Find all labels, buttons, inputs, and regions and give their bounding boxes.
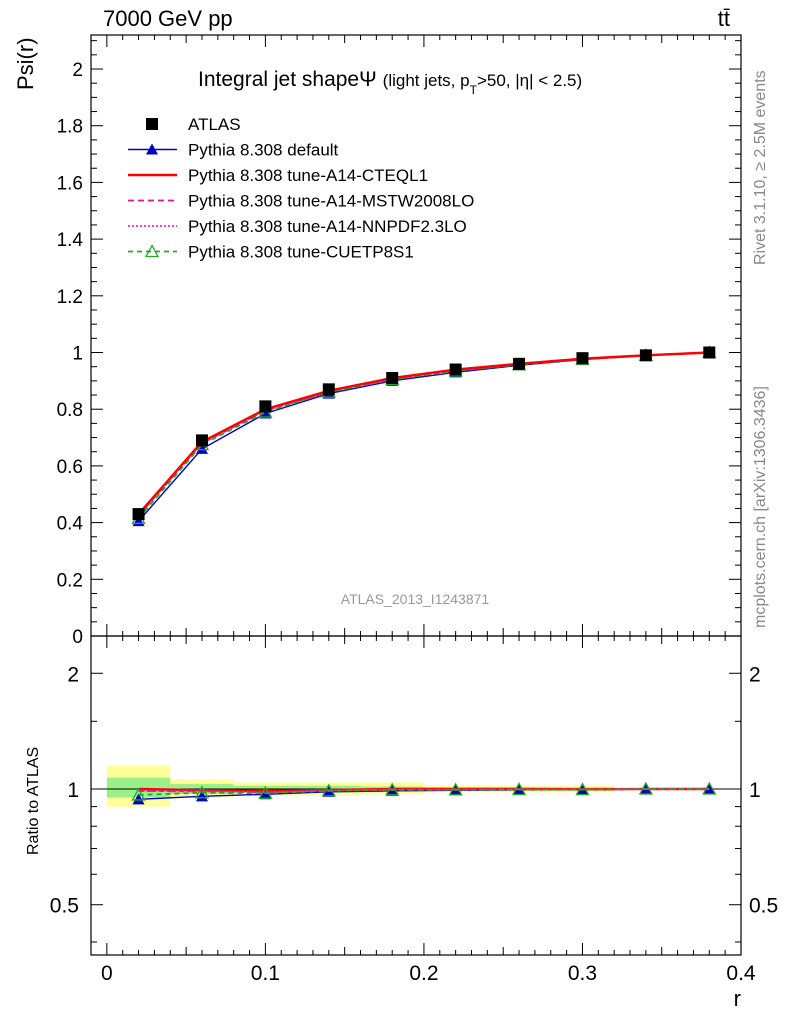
ratio-data-point [194,785,210,799]
ratio-data-point [131,787,146,801]
series-line [137,351,710,515]
series-pythia-8-308-tune-a14-cteql1 [137,351,710,515]
legend: ATLAS Pythia 8.308 default Pythia 8.308 tu… [128,115,474,262]
legend-label: Pythia 8.308 tune-A14-NNPDF2.3LO [188,217,467,236]
ratio-series-pythia-8-308-tune-cuetp8s1 [131,781,717,801]
ratio-data-point [511,782,527,796]
final-state-label: tt̄ [717,6,730,31]
data-point [195,434,208,447]
main-axes: 0 0.2 0.4 0.6 0.8 1 1.2 1.4 1.6 1.8 2 [57,35,742,648]
x-tick-label: 0.2 [409,962,438,985]
title-text: Integral jet shape [198,68,359,91]
x-tick-label: 0.1 [251,962,280,985]
ratio-series [131,781,717,805]
ratio-data-point [385,782,400,796]
ratio-y-tick-label: 2 [67,663,79,686]
title-subtitle: (light jets, p [383,71,470,90]
main-y-axis-label: Psi(r) [13,37,38,90]
data-point [449,363,462,376]
y-tick-label: 1 [72,344,83,365]
main-title: Integral jet shapeΨ (light jets, pT>50, |… [198,68,582,97]
process-label: 7000 GeV pp [103,6,233,31]
ratio-y-tick-label: 1 [67,779,79,802]
ratio-series-line [138,788,710,794]
side-labels: Rivet 3.1.10, ≥ 2.5M events mcplots.cern… [752,70,769,628]
x-tick-label: 0.3 [568,962,597,985]
y-tick-label: 0.2 [57,570,83,591]
ratio-y-axis-label: Ratio to ATLAS [25,747,42,855]
data-point [322,383,335,396]
ratio-data-point [702,781,717,795]
data-point [639,349,652,362]
ratio-data-point [638,781,653,795]
data-point [259,407,272,419]
ratio-y-tick-label: 0.5 [50,895,79,918]
ratio-data-point [448,782,463,796]
ratio-y-tick-label-right: 2 [749,663,761,686]
title-subtitle-end: >50, |η| < 2.5) [477,71,582,90]
x-tick-label: 0.4 [726,962,756,985]
analysis-id: ATLAS_2013_I1243871 [341,591,490,607]
y-tick-label: 0.8 [57,400,83,421]
legend-marker [146,118,158,130]
ratio-data-point [132,793,145,805]
legend-label: Pythia 8.308 tune-CUETP8S1 [188,243,414,262]
y-tick-label: 0.6 [57,457,83,478]
title-subtitle-sub: T [470,83,478,97]
ratio-plot-frame [90,635,742,956]
ratio-data-point [195,790,208,802]
ratio-frame-rect [90,635,742,956]
y-tick-label: 1.6 [57,173,83,194]
legend-label: Pythia 8.308 tune-A14-CTEQL1 [188,166,428,185]
title-symbol: Ψ [359,68,377,91]
y-tick-label: 1.4 [57,230,84,251]
series-line [137,351,710,519]
ratio-axes: 0.5 0.5 1 1 2 2 0 0.1 0.2 0.3 0.4 [50,636,778,985]
ratio-data-point [321,783,336,797]
data-point [132,508,145,521]
legend-entry: Pythia 8.308 tune-A14-MSTW2008LO [128,192,474,211]
y-tick-label: 1.8 [57,117,83,138]
legend-entry: Pythia 8.308 tune-A14-CTEQL1 [128,166,428,185]
ratio-data-point [575,782,590,796]
source-label: mcplots.cern.ch [arXiv:1306.3436] [752,386,769,628]
x-tick-label: 0 [101,962,113,985]
ratio-y-tick-label-right: 1 [749,779,761,802]
data-point [386,372,399,385]
main-series [131,345,717,527]
rivet-label: Rivet 3.1.10, ≥ 2.5M events [752,70,769,265]
data-point [703,346,716,359]
series-atlas [132,346,716,521]
series-line [138,351,710,522]
legend-marker [144,244,160,258]
ratio-y-tick-label-right: 0.5 [749,895,778,918]
data-point [513,357,526,370]
legend-label: ATLAS [188,115,241,134]
legend-entry: Pythia 8.308 tune-CUETP8S1 [128,243,414,262]
data-point [195,442,208,454]
legend-entry: ATLAS [146,115,241,134]
legend-entry: Pythia 8.308 tune-A14-NNPDF2.3LO [128,217,467,236]
legend-label: Pythia 8.308 default [188,141,339,160]
chart-titles: Integral jet shapeΨ (light jets, pT>50, |… [13,37,741,1011]
data-point [576,352,589,365]
x-axis-label: r [734,986,741,1011]
ratio-uncertainty-bands [106,765,615,807]
y-tick-label: 0.4 [57,514,84,535]
legend-marker [146,143,158,155]
data-point [259,400,272,413]
legend-label: Pythia 8.308 tune-A14-MSTW2008LO [188,192,474,211]
y-tick-label: 1.2 [57,287,83,308]
y-tick-label: 0 [72,627,83,648]
legend-entry: Pythia 8.308 default [128,141,339,160]
y-tick-label: 2 [72,60,83,81]
ratio-series-pythia-8-308-tune-a14-nnpdf2-3lo [138,788,710,794]
ratio-data-point [258,785,273,799]
